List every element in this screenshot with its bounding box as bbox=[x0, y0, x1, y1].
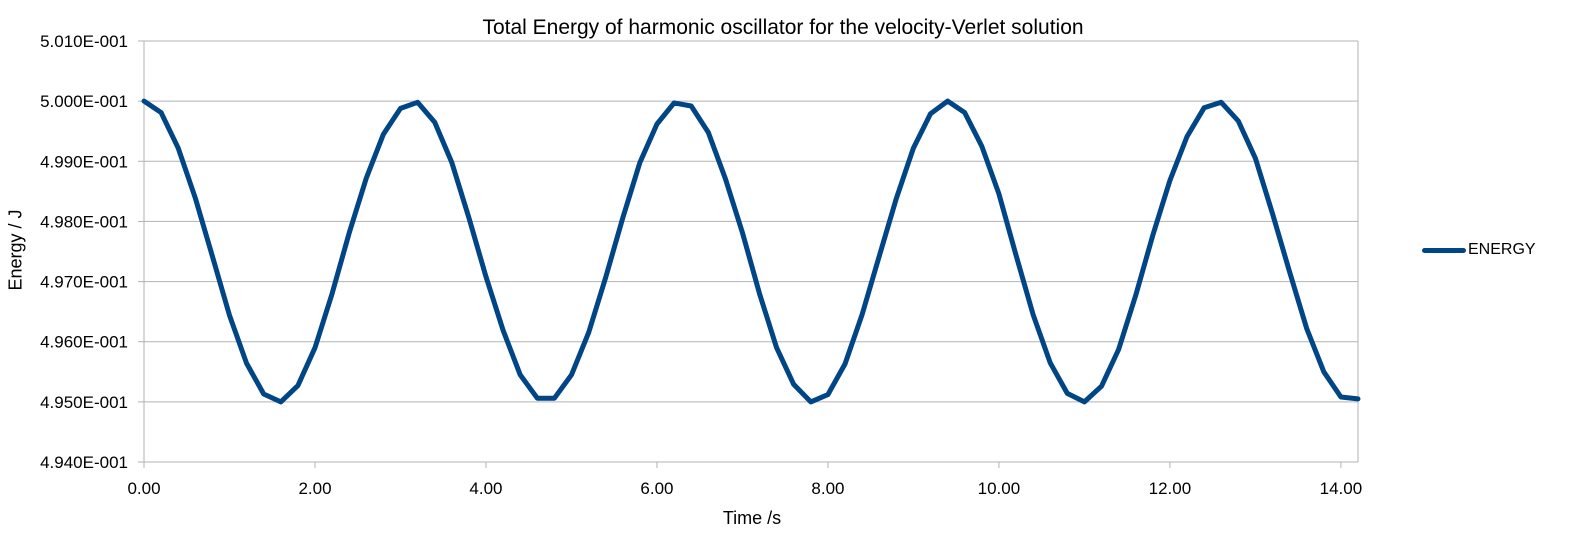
x-tick-label: 10.00 bbox=[978, 479, 1021, 498]
y-tick-label: 4.970E-001 bbox=[40, 273, 128, 292]
x-tick-label: 14.00 bbox=[1320, 479, 1363, 498]
y-tick-label: 4.950E-001 bbox=[40, 393, 128, 412]
series-layer bbox=[141, 98, 1361, 405]
chart-title: Total Energy of harmonic oscillator for … bbox=[482, 16, 1084, 39]
y-tick-label: 5.000E-001 bbox=[40, 92, 128, 111]
x-tick-label: 8.00 bbox=[811, 479, 844, 498]
y-tick-label: 4.990E-001 bbox=[40, 152, 128, 171]
x-tick-label: 2.00 bbox=[298, 479, 331, 498]
x-axis-ticks: 0.00 2.00 4.00 6.00 8.00 10.00 12.00 14.00 bbox=[127, 479, 1362, 498]
grid-lines bbox=[138, 40, 1359, 468]
series-line-energy bbox=[141, 98, 1361, 405]
x-tick-label: 12.00 bbox=[1149, 479, 1192, 498]
y-tick-label: 4.940E-001 bbox=[40, 453, 128, 472]
x-axis-label: Time /s bbox=[722, 508, 782, 528]
x-tick-label: 0.00 bbox=[127, 479, 160, 498]
x-tick-label: 6.00 bbox=[640, 479, 673, 498]
legend-label-energy: ENERGY bbox=[1468, 241, 1536, 258]
y-axis-ticks: 4.940E-001 4.950E-001 4.960E-001 4.970E-001… bbox=[40, 32, 128, 472]
legend-swatch-energy bbox=[1422, 247, 1466, 253]
x-tick-label: 4.00 bbox=[469, 479, 502, 498]
y-tick-label: 5.010E-001 bbox=[40, 32, 128, 51]
legend: ENERGY bbox=[1422, 241, 1536, 259]
y-tick-label: 4.980E-001 bbox=[40, 212, 128, 231]
y-tick-label: 4.960E-001 bbox=[40, 333, 128, 352]
y-axis-label: Energy / J bbox=[5, 209, 26, 291]
